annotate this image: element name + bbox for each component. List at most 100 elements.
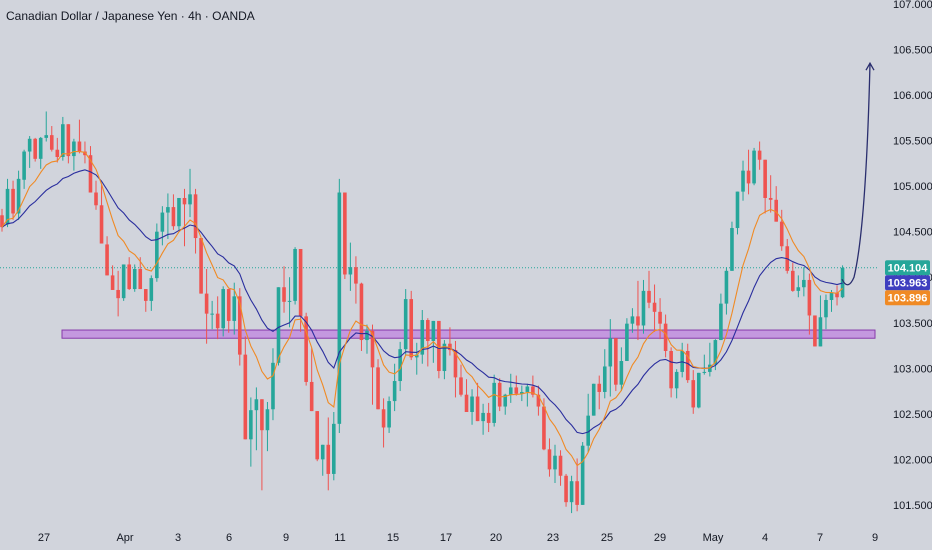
- candle-up: [674, 369, 679, 399]
- candle-up: [72, 138, 76, 171]
- candle-up: [38, 136, 43, 169]
- time-tick-label: 9: [872, 532, 878, 544]
- candle-body: [343, 192, 347, 275]
- candle-body: [685, 350, 690, 381]
- candle-down: [77, 119, 82, 154]
- time-tick-label: Apr: [116, 532, 133, 544]
- price-tag-label: 103.896: [888, 293, 928, 305]
- candle-down: [127, 257, 131, 290]
- candle-down: [636, 280, 640, 341]
- candle-up: [254, 387, 259, 451]
- candle-body: [724, 270, 729, 304]
- candle-body: [260, 399, 264, 431]
- candle-up: [508, 373, 513, 403]
- projection-arrow: [841, 63, 871, 286]
- candle-up: [680, 342, 684, 378]
- candle-body: [414, 354, 419, 358]
- price-tick-label: 102.500: [893, 409, 932, 421]
- candle-down: [547, 438, 552, 477]
- price-tag-label: 104.104: [888, 263, 929, 275]
- candle-up: [149, 275, 154, 311]
- candle-up: [166, 193, 170, 239]
- time-tick-label: 9: [283, 532, 289, 544]
- candle-body: [99, 205, 104, 244]
- candle-up: [719, 293, 723, 341]
- time-scale-ticks[interactable]: 27 Apr 3 6 9 11 15 17 20 23 25 29 May 4 7 9: [38, 532, 878, 544]
- candle-down: [437, 320, 441, 379]
- candle-up: [276, 287, 281, 366]
- candle-down: [260, 399, 264, 491]
- candle-body: [282, 287, 286, 302]
- candle-up: [320, 444, 325, 476]
- candle-down: [575, 458, 579, 512]
- candle-body: [298, 248, 303, 317]
- candle-body: [481, 412, 485, 422]
- candle-body: [27, 138, 32, 152]
- price-tag-bg: [885, 275, 930, 291]
- candle-down: [459, 364, 463, 397]
- candle-body: [426, 320, 430, 341]
- candle-body: [663, 323, 668, 351]
- candle-body: [702, 371, 707, 373]
- candle-body: [221, 289, 225, 329]
- candle-body: [249, 410, 253, 440]
- candle-up: [44, 111, 49, 142]
- candle-up: [188, 168, 192, 218]
- candle-down: [768, 175, 773, 213]
- price-tick-label: 105.500: [893, 136, 932, 148]
- candle-body: [359, 283, 364, 341]
- candle-body: [564, 475, 568, 503]
- candle-down: [536, 385, 541, 416]
- candle-body: [38, 137, 43, 159]
- candle-up: [332, 412, 336, 481]
- candle-down: [243, 336, 248, 440]
- chart-title: Canadian Dollar / Japanese Yen · 4h · OA…: [6, 9, 255, 23]
- candle-body: [33, 138, 37, 159]
- candle-body: [66, 124, 71, 157]
- candle-up: [641, 279, 646, 334]
- candle-body: [525, 386, 530, 392]
- candle-down: [215, 296, 220, 340]
- candle-body: [127, 264, 131, 290]
- candle-body: [354, 267, 358, 284]
- candle-down: [304, 312, 308, 386]
- candle-up: [121, 264, 126, 301]
- candle-body: [625, 323, 629, 361]
- candle-body: [293, 248, 297, 301]
- candle-body: [669, 350, 673, 389]
- candle-down: [475, 382, 480, 422]
- candle-body: [304, 316, 308, 382]
- candle-up: [365, 324, 369, 354]
- candle-body: [602, 366, 607, 392]
- candle-down: [409, 290, 414, 361]
- candle-body: [149, 278, 154, 301]
- candle-up: [287, 277, 292, 328]
- candle-body: [320, 444, 325, 460]
- candle-body: [835, 292, 839, 298]
- candle-up: [696, 372, 701, 409]
- candle-body: [116, 289, 120, 299]
- candle-up: [392, 363, 397, 412]
- candle-down: [237, 288, 242, 366]
- candle-up: [724, 267, 729, 315]
- candle-up: [818, 295, 823, 347]
- candle-down: [746, 149, 751, 195]
- candle-up: [708, 342, 712, 377]
- candle-body: [818, 317, 823, 347]
- candle-up: [569, 475, 574, 514]
- candle-body: [470, 396, 474, 412]
- candle-body: [486, 412, 491, 423]
- candle-body: [614, 338, 618, 385]
- candles-group: [0, 111, 845, 514]
- candle-down: [49, 126, 54, 152]
- candle-up: [730, 221, 734, 271]
- candle-body: [547, 449, 552, 470]
- candle-body: [243, 354, 248, 440]
- candle-down: [88, 146, 93, 193]
- price-tick-label: 101.500: [893, 500, 932, 512]
- candle-down: [354, 256, 358, 304]
- candle-body: [763, 159, 767, 198]
- time-tick-label: 25: [601, 532, 613, 544]
